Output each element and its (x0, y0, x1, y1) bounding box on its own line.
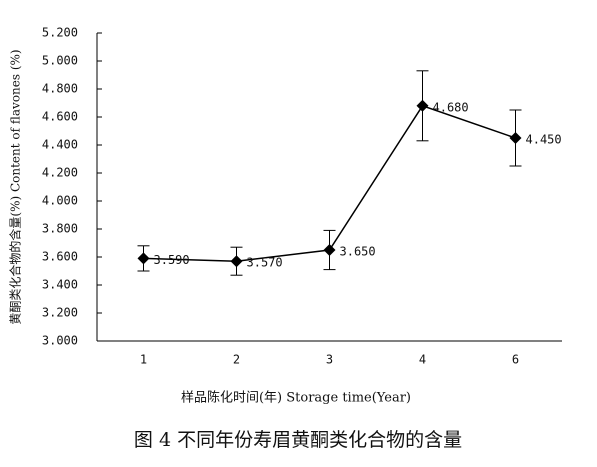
x-tick-label: 1 (140, 353, 147, 367)
y-tick-label: 4.800 (42, 82, 78, 96)
y-tick-label: 5.000 (42, 54, 78, 68)
y-tick-label: 4.400 (42, 138, 78, 152)
x-tick-label: 4 (419, 353, 426, 367)
x-tick-label: 2 (233, 353, 240, 367)
marker (416, 99, 429, 112)
y-tick-label: 3.400 (42, 278, 78, 292)
x-axis-title: 样品陈化时间(年) Storage time(Year) (181, 390, 411, 406)
value-label: 4.680 (433, 100, 469, 114)
x-tick-label: 3 (326, 353, 333, 367)
value-label: 3.590 (154, 253, 190, 267)
y-axis-title: 黄酮类化合物的含量(%) Content of flavones (%) (8, 49, 23, 324)
marker (230, 255, 243, 268)
y-tick-label: 3.600 (42, 250, 78, 264)
value-label: 3.570 (247, 256, 283, 270)
value-label: 3.650 (340, 245, 376, 259)
y-tick-label: 4.000 (42, 194, 78, 208)
marker (509, 132, 522, 144)
y-tick-label: 3.200 (42, 306, 78, 320)
caption: 图 4 不同年份寿眉黄酮类化合物的含量 (134, 429, 462, 451)
y-tick-label: 4.600 (42, 110, 78, 124)
y-tick-label: 3.000 (42, 334, 78, 348)
marker (137, 252, 150, 265)
y-tick-label: 4.200 (42, 166, 78, 180)
value-label: 4.450 (526, 133, 562, 147)
y-tick-label: 5.200 (42, 26, 78, 40)
y-tick-label: 3.800 (42, 222, 78, 236)
x-tick-label: 6 (512, 353, 519, 367)
marker (323, 244, 336, 256)
